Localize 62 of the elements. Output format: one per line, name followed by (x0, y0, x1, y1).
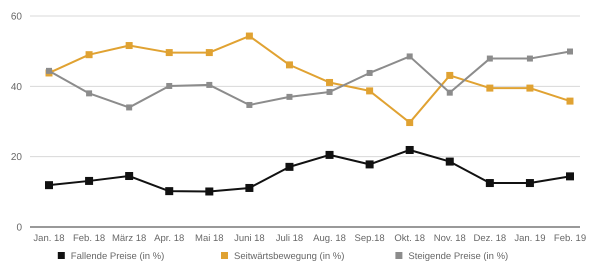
point (366, 87, 374, 94)
x-tick-label: Aug. 18 (313, 233, 346, 244)
legend-label: Seitwärtsbewegung (in %) (234, 250, 344, 262)
point (166, 82, 172, 89)
point (486, 84, 494, 92)
point (246, 102, 252, 108)
point (446, 158, 454, 166)
point (446, 90, 453, 96)
point (86, 51, 93, 58)
point (406, 53, 413, 60)
x-tick-label: Jan. 19 (514, 233, 546, 244)
point (126, 104, 132, 110)
point (126, 42, 133, 50)
legend-label: Fallende Preise (in %) (70, 250, 164, 262)
point (285, 162, 294, 171)
point (86, 90, 92, 96)
point (406, 119, 414, 126)
x-tick-label: Dez. 18 (473, 233, 506, 244)
x-tick-label: Feb. 18 (72, 233, 106, 244)
point (326, 88, 333, 95)
point (366, 160, 374, 168)
point (567, 48, 573, 55)
x-tick-label: Apr. 18 (154, 233, 184, 244)
point (526, 179, 534, 188)
point (165, 187, 174, 196)
x-tick-label: Okt. 18 (394, 233, 426, 244)
point (326, 78, 334, 86)
point (205, 187, 214, 196)
point (446, 72, 454, 79)
point (206, 82, 212, 88)
x-tick-label: Sep.18 (354, 233, 385, 244)
x-tick-label: Mai 18 (195, 233, 224, 244)
point (46, 68, 52, 74)
x-tick-label: Nov. 18 (434, 233, 466, 244)
point (326, 150, 334, 159)
y-tick-label: 40 (10, 82, 22, 93)
point (125, 172, 134, 180)
x-tick-label: Juni 18 (234, 233, 265, 244)
point (85, 176, 94, 185)
point (166, 49, 173, 56)
legend-label: Steigende Preise (in %) (408, 250, 508, 262)
y-tick-label: 0 (16, 222, 22, 234)
point (566, 172, 574, 180)
point (366, 70, 373, 76)
x-tick-label: März 18 (112, 233, 146, 244)
y-tick-label: 20 (10, 152, 22, 164)
point (245, 184, 254, 192)
x-tick-label: Feb. 19 (554, 233, 586, 244)
x-tick-label: Jan. 18 (33, 233, 65, 244)
point (486, 179, 494, 188)
point (206, 49, 213, 56)
point (526, 56, 533, 62)
point (246, 32, 253, 40)
point (45, 181, 53, 190)
point (486, 56, 493, 62)
point (566, 98, 574, 105)
point (286, 61, 293, 68)
x-tick-label: Juli 18 (276, 233, 304, 244)
point (526, 84, 534, 92)
y-tick-label: 60 (10, 12, 22, 22)
point (406, 146, 414, 154)
point (286, 94, 292, 100)
